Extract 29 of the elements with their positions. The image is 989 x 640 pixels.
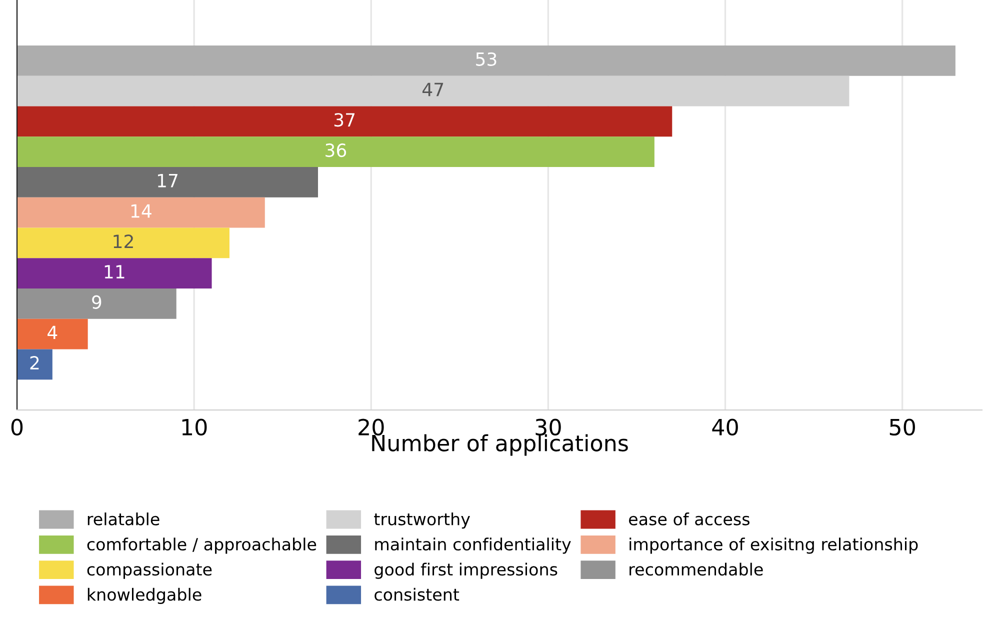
legend-label: good first impressions: [374, 562, 558, 579]
legend-label: recommendable: [630, 562, 763, 576]
x-tick-label: 50: [890, 418, 915, 436]
legend-label: knowledgable: [88, 588, 202, 604]
data-label: 37: [334, 113, 355, 127]
x-tick-label: 20: [358, 418, 384, 436]
data-label: 17: [158, 174, 178, 188]
data-label: 14: [131, 204, 152, 218]
legend-label: relatable: [88, 512, 160, 526]
data-label: 9: [92, 295, 102, 309]
legend-label: ease of access: [628, 512, 750, 526]
data-label: 47: [422, 82, 444, 96]
legend-label: comfortable / approachable: [87, 538, 316, 554]
legend-label: trustworthy: [374, 512, 470, 529]
data-label: 12: [114, 234, 133, 248]
data-label: 2: [30, 356, 39, 370]
data-label: 53: [476, 52, 496, 66]
legend-label: consistent: [374, 588, 460, 601]
legend-label: importance of exisitng relationship: [630, 538, 918, 554]
data-label: 11: [104, 265, 124, 278]
x-tick-label: 30: [536, 418, 561, 436]
x-tick-label: 0: [11, 418, 23, 436]
data-label: 36: [326, 143, 346, 158]
legend-label: maintain confidentiality: [375, 538, 571, 554]
x-axis-title: Number of applications: [372, 434, 628, 456]
data-label: 4: [48, 326, 58, 340]
x-tick-label: 40: [712, 418, 738, 436]
legend-label: compassionate: [87, 562, 212, 579]
x-tick-label: 10: [182, 418, 207, 436]
